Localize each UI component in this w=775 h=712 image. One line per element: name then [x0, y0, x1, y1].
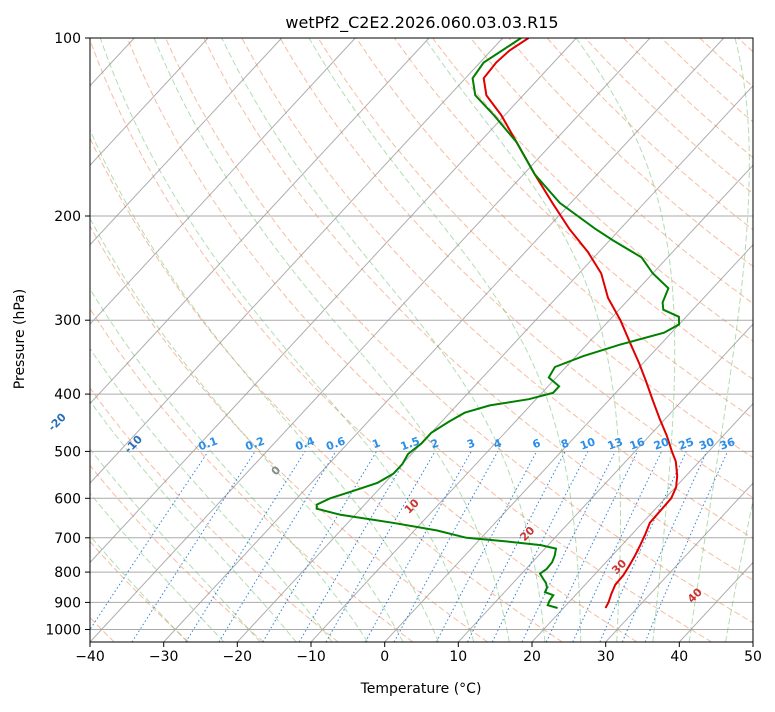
mixing-ratio-label: 30 [697, 435, 716, 453]
mixing-ratio-label: 0.4 [294, 434, 317, 453]
isotherm-line [90, 38, 577, 564]
mixing-ratio-label: 10 [578, 435, 597, 453]
x-tick-label: 10 [449, 649, 467, 665]
isotherm-line [90, 38, 504, 484]
mixing-ratio-label: 1 [371, 437, 383, 452]
isotherm-line [310, 164, 753, 642]
isotherm-line [163, 38, 725, 642]
dewpoint-profile-line [315, 38, 681, 609]
mixing-ratio-line [467, 451, 566, 642]
x-axis-label: Temperature (°C) [360, 681, 482, 697]
y-axis-label: Pressure (hPa) [12, 289, 28, 389]
dry-adiabat-line [279, 38, 753, 499]
dry-adiabat-line [90, 464, 264, 642]
x-tick-label: 0 [380, 649, 389, 665]
mixing-ratio-line [131, 451, 256, 642]
mixing-ratio-label: 25 [677, 435, 696, 452]
isotherm-line [90, 38, 209, 167]
mixing-ratio-label: 13 [606, 435, 625, 452]
mixing-ratio-label: 6 [531, 436, 543, 451]
mixing-ratio-label: 0.1 [197, 434, 220, 453]
y-tick-label: 100 [54, 31, 81, 47]
y-tick-label: 600 [54, 491, 81, 507]
moist-adiabat-line [90, 492, 225, 642]
isotherm-line [384, 244, 753, 642]
mixing-ratio-line [90, 451, 209, 631]
y-tick-label: 200 [54, 209, 81, 225]
dry-adiabat-line [126, 38, 712, 642]
y-tick-label: 700 [54, 531, 81, 547]
mixing-ratio-label: 20 [652, 435, 671, 453]
y-tick-label: 900 [54, 595, 81, 611]
isotherm-line [90, 38, 283, 246]
x-tick-label: −30 [149, 649, 179, 665]
isotherm-line [90, 38, 356, 325]
y-tick-label: 400 [54, 387, 81, 403]
mixing-ratio-label: 16 [628, 435, 647, 453]
isotherm-line [457, 323, 753, 642]
moist-adiabat-line [424, 38, 621, 642]
mixing-ratio-label: 2 [429, 437, 441, 452]
moist-adiabat-line [575, 38, 676, 642]
moist-adiabat-line [221, 38, 546, 642]
moist-adiabat-line [90, 400, 297, 642]
x-tick-label: 40 [670, 649, 688, 665]
y-tick-label: 500 [54, 444, 81, 460]
axes: −40 −30 −20 −10 0 10 20 30 40 5010020030040050060… [45, 31, 762, 665]
moist-adiabat-line [99, 38, 475, 642]
x-tick-label: 20 [523, 649, 541, 665]
moist-adiabat-line [90, 287, 369, 642]
isotherm-line [90, 38, 430, 405]
moist-adiabat-line [90, 447, 261, 642]
dry-adiabat-line [355, 38, 753, 419]
background-lines [90, 38, 753, 642]
moist-adiabat-line [153, 38, 510, 642]
isotherm-line [236, 85, 753, 642]
mixing-ratio-label: 36 [718, 435, 737, 453]
mixing-ratio-line [364, 451, 472, 642]
dry-adiabat-line [470, 38, 753, 305]
profiles [315, 38, 681, 609]
x-tick-label: 30 [597, 649, 615, 665]
mixing-ratio-line [218, 451, 337, 642]
moist-adiabat-line [688, 38, 750, 642]
dry-adiabat-line [203, 38, 753, 581]
x-tick-label: −20 [223, 649, 253, 665]
mixing-ratio-label: 8 [559, 437, 571, 452]
moist-adiabat-line [90, 217, 404, 642]
moist-adiabat-line [90, 128, 439, 642]
y-tick-label: 300 [54, 313, 81, 329]
mixing-ratio-label: 0.2 [244, 434, 267, 453]
y-tick-label: 800 [54, 565, 81, 581]
mixing-ratio-label: 4 [492, 436, 504, 451]
mixing-ratio-line [393, 451, 499, 642]
mixing-ratio-line [644, 451, 729, 642]
isotherm-line [531, 402, 753, 642]
mixing-ratio-line [621, 451, 708, 642]
x-tick-label: 50 [744, 649, 762, 665]
mixing-ratio-line [491, 451, 589, 642]
mixing-ratio-line [599, 451, 687, 642]
x-tick-label: −40 [75, 649, 105, 665]
dry-adiabat-line [393, 38, 753, 380]
isotherm-line [90, 38, 651, 642]
inner-line-labels: -100-90-80-70-60-50-40-30-20-10010203040… [46, 410, 738, 605]
dry-adiabat-line [90, 387, 339, 642]
x-tick-label: −10 [296, 649, 326, 665]
plot-frame [89, 37, 754, 643]
y-tick-label: 1000 [45, 623, 81, 639]
mixing-ratio-label: 3 [465, 437, 477, 452]
chart-title: wetPf2_C2E2.2026.060.03.03.R15 [285, 13, 558, 33]
dry-adiabat-line [90, 136, 563, 642]
dry-adiabat-line [164, 38, 753, 624]
isotherm-line [605, 482, 753, 642]
moist-adiabat-line [90, 534, 188, 642]
mixing-ratio-label: 0.6 [324, 434, 347, 453]
dry-adiabat-line [90, 225, 488, 642]
mixing-ratio-label: 1.5 [399, 434, 422, 453]
